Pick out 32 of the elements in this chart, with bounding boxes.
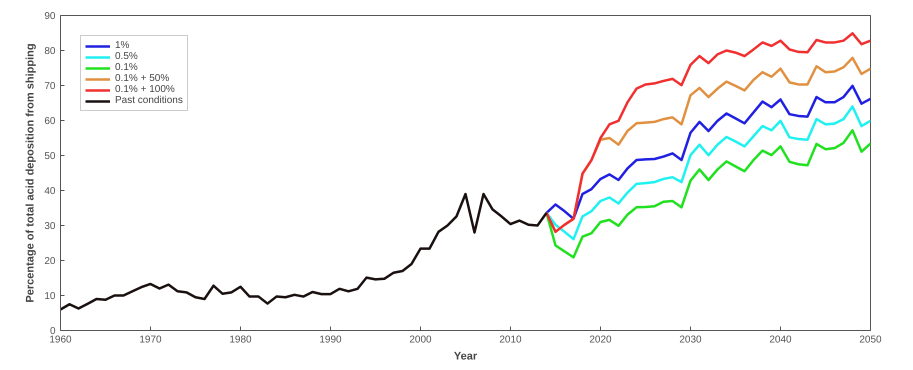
y-tick-label: 60 — [44, 116, 56, 127]
x-tick-label: 2050 — [859, 334, 882, 346]
x-tick-label: 2040 — [769, 334, 792, 346]
x-axis-title: Year — [454, 350, 478, 362]
line-series — [545, 84, 870, 220]
y-tick-label: 30 — [44, 221, 56, 232]
legend-label: 1% — [115, 40, 130, 51]
x-tick-label: 2020 — [589, 334, 612, 346]
x-tick-label: 1960 — [49, 334, 72, 346]
y-tick-label: 10 — [44, 291, 56, 302]
y-tick-label: 40 — [44, 186, 56, 197]
legend-label: 0.1% + 100% — [115, 84, 175, 95]
legend-label: Past conditions — [115, 95, 183, 106]
y-tick-label: 0 — [50, 326, 56, 337]
legend-label: 0.1% — [115, 62, 138, 73]
y-tick-label: 20 — [44, 256, 56, 267]
line-series — [545, 105, 870, 240]
legend-label: 0.5% — [115, 51, 138, 62]
y-tick-label: 90 — [44, 11, 56, 22]
x-tick-label: 1970 — [139, 334, 162, 346]
legend-label: 0.1% + 50% — [115, 73, 170, 84]
x-tick-label: 2000 — [409, 334, 432, 346]
x-tick-label: 1980 — [229, 334, 252, 346]
y-tick-label: 50 — [44, 151, 56, 162]
line-series — [545, 129, 870, 259]
y-tick-label: 80 — [44, 46, 56, 57]
y-tick-label: 70 — [44, 81, 56, 92]
x-tick-label: 2010 — [499, 334, 522, 346]
x-tick-label: 1990 — [319, 334, 342, 346]
line-series — [60, 192, 548, 311]
y-axis-title: Percentage of total acid deposition from shipping — [24, 43, 36, 303]
x-tick-label: 2030 — [679, 334, 702, 346]
